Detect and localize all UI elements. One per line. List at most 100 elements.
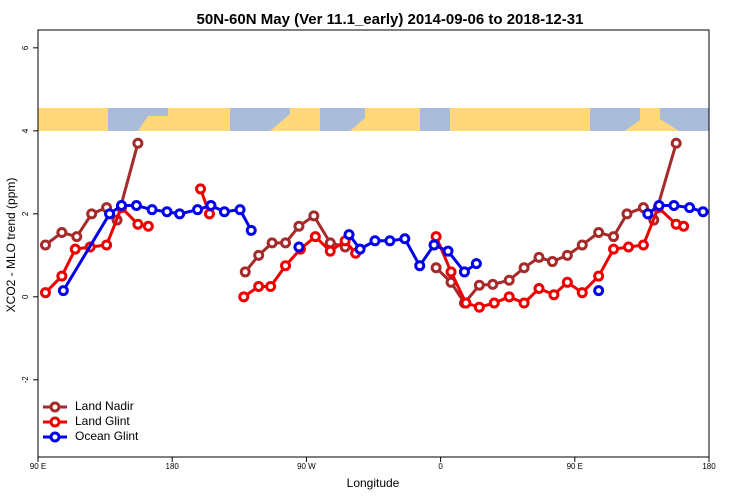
point: [309, 231, 321, 243]
point: [608, 231, 620, 243]
point: [293, 220, 305, 232]
point: [161, 206, 173, 218]
point: [608, 243, 620, 255]
x-tick-label: 90 W: [297, 462, 316, 471]
point: [445, 266, 457, 278]
point: [192, 204, 204, 216]
point: [533, 283, 545, 295]
point: [503, 291, 515, 303]
point: [195, 183, 207, 195]
point: [384, 235, 396, 247]
point: [239, 266, 251, 278]
x-tick-label: 90 E: [30, 462, 46, 471]
point: [266, 237, 278, 249]
point: [430, 262, 442, 274]
point: [57, 285, 69, 297]
point: [234, 204, 246, 216]
point: [621, 208, 633, 220]
map-strip: [38, 108, 709, 131]
point: [670, 137, 682, 149]
point: [104, 208, 116, 220]
series-line: [62, 203, 704, 292]
point: [132, 137, 144, 149]
point: [142, 220, 154, 232]
point: [593, 270, 605, 282]
point: [637, 239, 649, 251]
y-axis-label: XCO2 - MLO trend (ppm): [4, 178, 18, 313]
point: [576, 287, 588, 299]
series-line: [44, 188, 685, 309]
point: [101, 239, 113, 251]
point: [503, 274, 515, 286]
point: [130, 200, 142, 212]
point: [576, 239, 588, 251]
point: [642, 208, 654, 220]
point: [174, 208, 186, 220]
point: [56, 227, 68, 239]
x-tick-label: 180: [702, 462, 716, 471]
point: [280, 260, 292, 272]
point: [56, 270, 68, 282]
point: [473, 279, 485, 291]
legend-label: Ocean Glint: [75, 429, 139, 443]
point: [561, 249, 573, 261]
legend-marker: [49, 416, 61, 428]
x-tick-label: 180: [166, 462, 180, 471]
point: [678, 220, 690, 232]
point: [546, 256, 558, 268]
point: [218, 206, 230, 218]
point: [324, 245, 336, 257]
point: [593, 227, 605, 239]
legend-label: Land Glint: [75, 414, 130, 428]
point: [460, 297, 472, 309]
point: [245, 224, 257, 236]
point: [428, 239, 440, 251]
point: [518, 262, 530, 274]
point: [132, 218, 144, 230]
point: [39, 239, 51, 251]
point: [668, 200, 680, 212]
point: [238, 291, 250, 303]
point: [354, 243, 366, 255]
plot-frame: [37, 29, 710, 458]
point: [343, 229, 355, 241]
x-tick-label: 90 E: [567, 462, 583, 471]
y-tick-label: 4: [21, 128, 30, 133]
point: [293, 241, 305, 253]
point: [470, 258, 482, 270]
point: [69, 243, 81, 255]
legend-marker: [49, 431, 61, 443]
point: [146, 204, 158, 216]
point: [593, 285, 605, 297]
point: [116, 200, 128, 212]
point: [308, 210, 320, 222]
point: [414, 260, 426, 272]
point: [430, 231, 442, 243]
point: [253, 249, 265, 261]
point: [265, 280, 277, 292]
x-tick-label: 0: [438, 462, 443, 471]
point: [442, 245, 454, 257]
legend-marker: [49, 401, 61, 413]
point: [488, 297, 500, 309]
point: [369, 235, 381, 247]
y-tick-label: -2: [21, 376, 30, 384]
point: [697, 206, 709, 218]
point: [205, 200, 217, 212]
point: [280, 237, 292, 249]
point: [622, 241, 634, 253]
point: [561, 276, 573, 288]
point: [533, 251, 545, 263]
point: [203, 208, 215, 220]
point: [458, 266, 470, 278]
point: [653, 200, 665, 212]
point: [487, 278, 499, 290]
chart-title: 50N-60N May (Ver 11.1_early) 2014-09-06 …: [197, 11, 584, 28]
point: [473, 301, 485, 313]
point: [86, 208, 98, 220]
point: [253, 280, 265, 292]
point: [399, 233, 411, 245]
point: [39, 287, 51, 299]
